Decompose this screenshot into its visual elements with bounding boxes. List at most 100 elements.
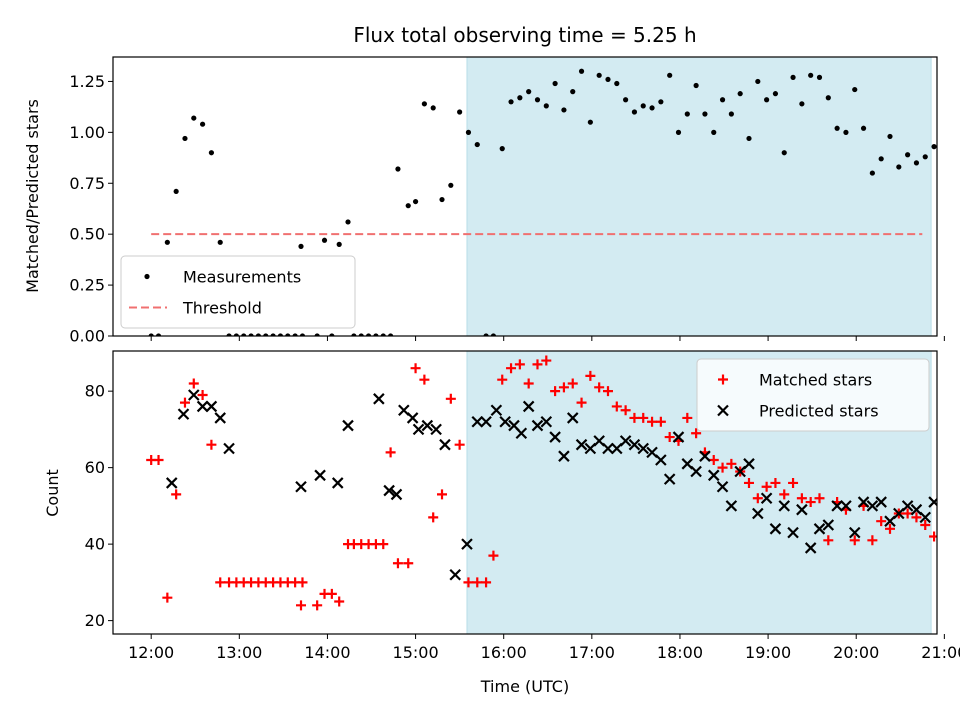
measurements-point (825, 95, 831, 101)
predicted-stars-point (796, 503, 808, 516)
y-tick-label: 0.75 (69, 174, 105, 193)
matched-stars-point (296, 600, 307, 611)
measurements-point (649, 105, 655, 111)
x-tick-label: 18:00 (657, 643, 703, 662)
predicted-stars-point (480, 415, 492, 428)
predicted-stars-point (331, 477, 344, 489)
predicted-stars-point (663, 473, 676, 485)
measurements-point (587, 119, 593, 125)
matched-stars-point (454, 439, 465, 450)
x-tick-label: 15:00 (393, 643, 439, 662)
predicted-stars-point (760, 492, 773, 505)
legend-marker (144, 273, 150, 280)
measurements-point (490, 333, 497, 336)
measurements-point (263, 333, 269, 336)
measurements-point (255, 333, 262, 336)
legend-marker (717, 404, 729, 417)
data-layer (148, 68, 945, 336)
axes-frame (112, 350, 938, 635)
data-layer (146, 355, 937, 611)
matched-stars-point (437, 489, 448, 500)
x-tick-label: 14:00 (304, 643, 350, 662)
measurements-point (940, 144, 945, 149)
measurements-point (155, 333, 162, 336)
measurements-point (405, 203, 411, 209)
predicted-stars-point (342, 419, 354, 432)
predicted-stars-point (831, 500, 843, 512)
matched-stars-point (717, 462, 728, 473)
measurements-point (623, 97, 629, 103)
predicted-stars-point (421, 419, 434, 432)
measurements-point (248, 333, 254, 336)
measurements-point (388, 333, 394, 336)
measurements-point (373, 333, 379, 336)
matched-stars-point (920, 520, 931, 531)
x-tick-label: 21:00 (921, 643, 960, 662)
matched-stars-point (611, 401, 622, 412)
predicted-stars-point (490, 404, 503, 417)
measurements-point (860, 125, 867, 131)
predicted-stars-point (840, 500, 852, 512)
predicted-stars-point (725, 500, 738, 512)
matched-stars-point (567, 378, 578, 389)
legend-label: Threshold (182, 299, 262, 318)
y-tick-label: 1.00 (69, 123, 105, 142)
measurements-point (799, 101, 805, 107)
predicted-stars-point (743, 458, 755, 470)
measurements-point (869, 170, 875, 176)
measurements-point (285, 333, 291, 336)
legend-label: Predicted stars (759, 402, 879, 421)
matched-stars-point (867, 535, 878, 546)
predicted-stars-point (752, 507, 764, 520)
matched-stars-point (514, 359, 525, 370)
predicted-stars-point (165, 477, 178, 489)
x-tick-label: 19:00 (745, 643, 791, 662)
measurements-point (878, 156, 884, 162)
predicted-stars-point (672, 431, 685, 443)
measurements-point (764, 97, 770, 103)
matched-stars-point (823, 535, 834, 546)
measurements-point (667, 72, 673, 78)
predicted-stars-point (928, 496, 937, 508)
matched-stars-point (814, 493, 825, 504)
matched-stars-point (428, 512, 439, 523)
matched-stars-point (796, 493, 807, 504)
measurements-point (226, 333, 232, 336)
predicted-stars-point (901, 500, 914, 512)
measurements-point (702, 111, 708, 117)
x-axis-label: Time (UTC) (480, 677, 569, 696)
measurements-point (421, 101, 427, 107)
matched-stars-point (902, 508, 913, 519)
predicted-stars-point (295, 480, 307, 493)
predicted-stars-point (628, 438, 641, 451)
matched-stars-point (188, 378, 199, 389)
measurements-point (173, 188, 179, 195)
matched-stars-point (682, 412, 693, 423)
measurements-point (148, 333, 154, 336)
predicted-stars-point (866, 500, 879, 512)
matched-stars-point (171, 489, 182, 500)
matched-stars-point (334, 596, 345, 607)
legend: Matched stars Predicted stars (696, 358, 930, 432)
predicted-stars-point (549, 431, 561, 443)
matched-stars-point (638, 412, 649, 423)
predicted-stars-point (390, 488, 403, 501)
measurements-point (578, 68, 585, 74)
legend-marker (718, 374, 728, 385)
measurements-point (299, 333, 306, 336)
matched-stars-point (463, 577, 474, 588)
predicted-stars-point (188, 389, 200, 401)
predicted-stars-point (439, 438, 451, 451)
measurements-point (631, 109, 638, 115)
matched-stars-point (752, 493, 763, 504)
matched-stars-point (655, 416, 666, 427)
predicted-stars-point (919, 511, 932, 524)
measurements-point (543, 103, 549, 109)
measurements-point (358, 333, 364, 336)
measurements-point (336, 241, 342, 247)
predicted-stars-point (373, 393, 385, 405)
matched-stars-point (629, 412, 640, 423)
matched-stars-point (385, 447, 396, 458)
matched-stars-point (179, 397, 190, 408)
measurements-point (182, 135, 188, 142)
